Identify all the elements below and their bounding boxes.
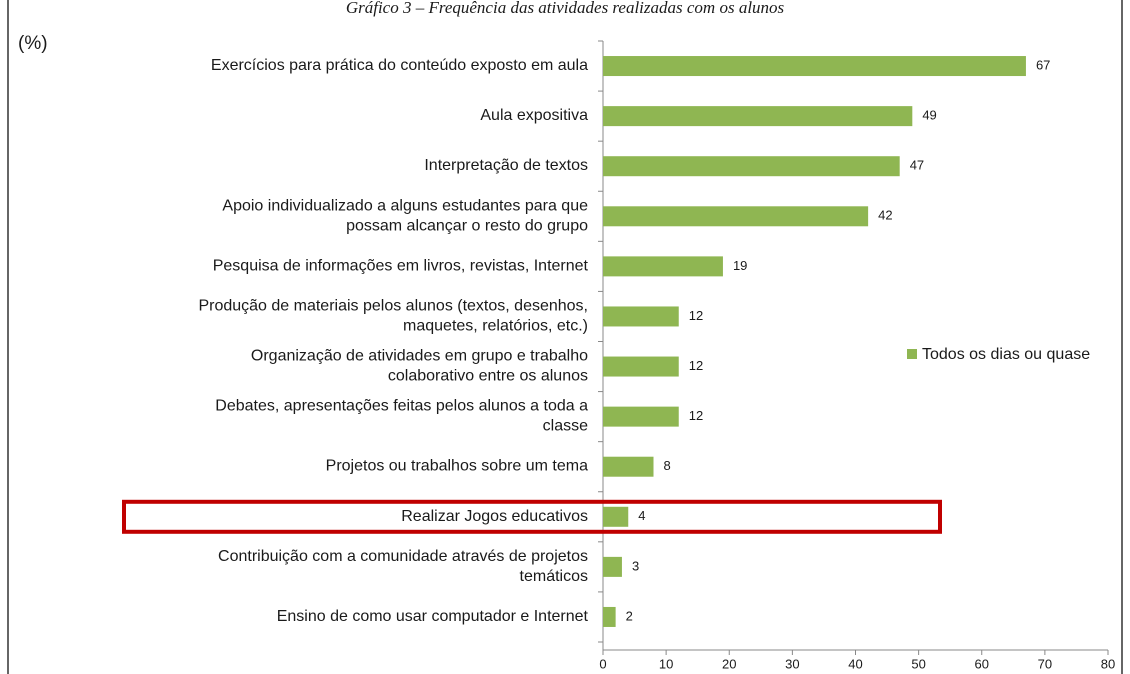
bar	[603, 406, 679, 427]
data-label: 12	[689, 308, 703, 323]
unit-label: (%)	[18, 33, 48, 54]
bar	[603, 56, 1026, 77]
y-tick-label-line: maquetes, relatórios, etc.)	[403, 318, 588, 335]
y-tick-label: Produção de materiais pelos alunos (text…	[198, 298, 588, 335]
data-label: 47	[910, 158, 924, 173]
legend-label: Todos os dias ou quase	[922, 346, 1090, 363]
bar	[603, 356, 679, 377]
x-tick-label: 80	[1101, 656, 1115, 671]
y-tick-label: Pesquisa de informações em livros, revis…	[213, 258, 589, 275]
x-tick-label: 10	[659, 656, 673, 671]
y-tick-label-line: possam alcançar o resto do grupo	[346, 218, 588, 235]
y-tick-label-line: Realizar Jogos educativos	[401, 508, 588, 525]
y-tick-label: Exercícios para prática do conteúdo expo…	[211, 57, 588, 74]
x-tick-label: 30	[785, 656, 799, 671]
y-tick-label: Interpretação de textos	[424, 157, 588, 174]
y-tick-label-line: Interpretação de textos	[424, 157, 588, 174]
data-label: 12	[689, 358, 703, 373]
highlight-box	[122, 499, 942, 534]
y-tick-label: Contribuição com a comunidade através de…	[218, 548, 588, 585]
y-tick-label-line: colaborativo entre os alunos	[388, 368, 588, 385]
bar	[603, 606, 616, 627]
y-tick-label-line: Projetos ou trabalhos sobre um tema	[326, 458, 588, 475]
bar	[603, 556, 622, 577]
bar	[603, 106, 913, 127]
x-tick-label: 60	[975, 656, 989, 671]
data-label: 67	[1036, 57, 1050, 72]
y-tick-label-line: classe	[543, 418, 588, 435]
y-tick-label-line: Apoio individualizado a alguns estudante…	[222, 198, 588, 215]
bar	[603, 306, 679, 327]
x-tick-label: 40	[848, 656, 862, 671]
y-tick-label: Projetos ou trabalhos sobre um tema	[326, 458, 588, 475]
chart-title: Gráfico 3 – Frequência das atividades re…	[346, 0, 785, 17]
data-label: 42	[878, 208, 892, 223]
y-tick-label: Realizar Jogos educativos	[401, 508, 588, 525]
data-label: 12	[689, 408, 703, 423]
legend-swatch	[907, 349, 917, 359]
data-label: 4	[638, 508, 645, 523]
bar	[603, 256, 723, 277]
data-label: 49	[922, 108, 936, 123]
y-tick-label: Aula expositiva	[480, 107, 588, 124]
y-tick-label-line: Ensino de como usar computador e Interne…	[277, 608, 589, 625]
bar	[603, 206, 869, 227]
y-tick-label: Organização de atividades em grupo e tra…	[251, 348, 588, 385]
y-tick-label-line: Produção de materiais pelos alunos (text…	[198, 298, 588, 315]
y-tick-label-line: Debates, apresentações feitas pelos alun…	[215, 398, 588, 415]
y-tick-label: Ensino de como usar computador e Interne…	[277, 608, 589, 625]
x-tick-label: 20	[722, 656, 736, 671]
y-tick-label-line: Organização de atividades em grupo e tra…	[251, 348, 588, 365]
x-tick-label: 70	[1038, 656, 1052, 671]
data-label: 19	[733, 258, 747, 273]
bar	[603, 456, 654, 477]
x-tick-label: 50	[911, 656, 925, 671]
y-tick-label: Apoio individualizado a alguns estudante…	[222, 198, 588, 235]
y-tick-label-line: temáticos	[520, 568, 588, 585]
x-tick-label: 0	[599, 656, 606, 671]
bar	[603, 506, 629, 527]
y-tick-label-line: Contribuição com a comunidade através de…	[218, 548, 588, 565]
data-label: 3	[632, 558, 639, 573]
y-tick-label: Debates, apresentações feitas pelos alun…	[215, 398, 588, 435]
bar	[603, 156, 900, 177]
data-label: 2	[626, 608, 633, 623]
y-tick-label-line: Pesquisa de informações em livros, revis…	[213, 258, 589, 275]
data-label: 8	[664, 458, 671, 473]
y-tick-label-line: Aula expositiva	[480, 107, 588, 124]
y-tick-label-line: Exercícios para prática do conteúdo expo…	[211, 57, 588, 74]
